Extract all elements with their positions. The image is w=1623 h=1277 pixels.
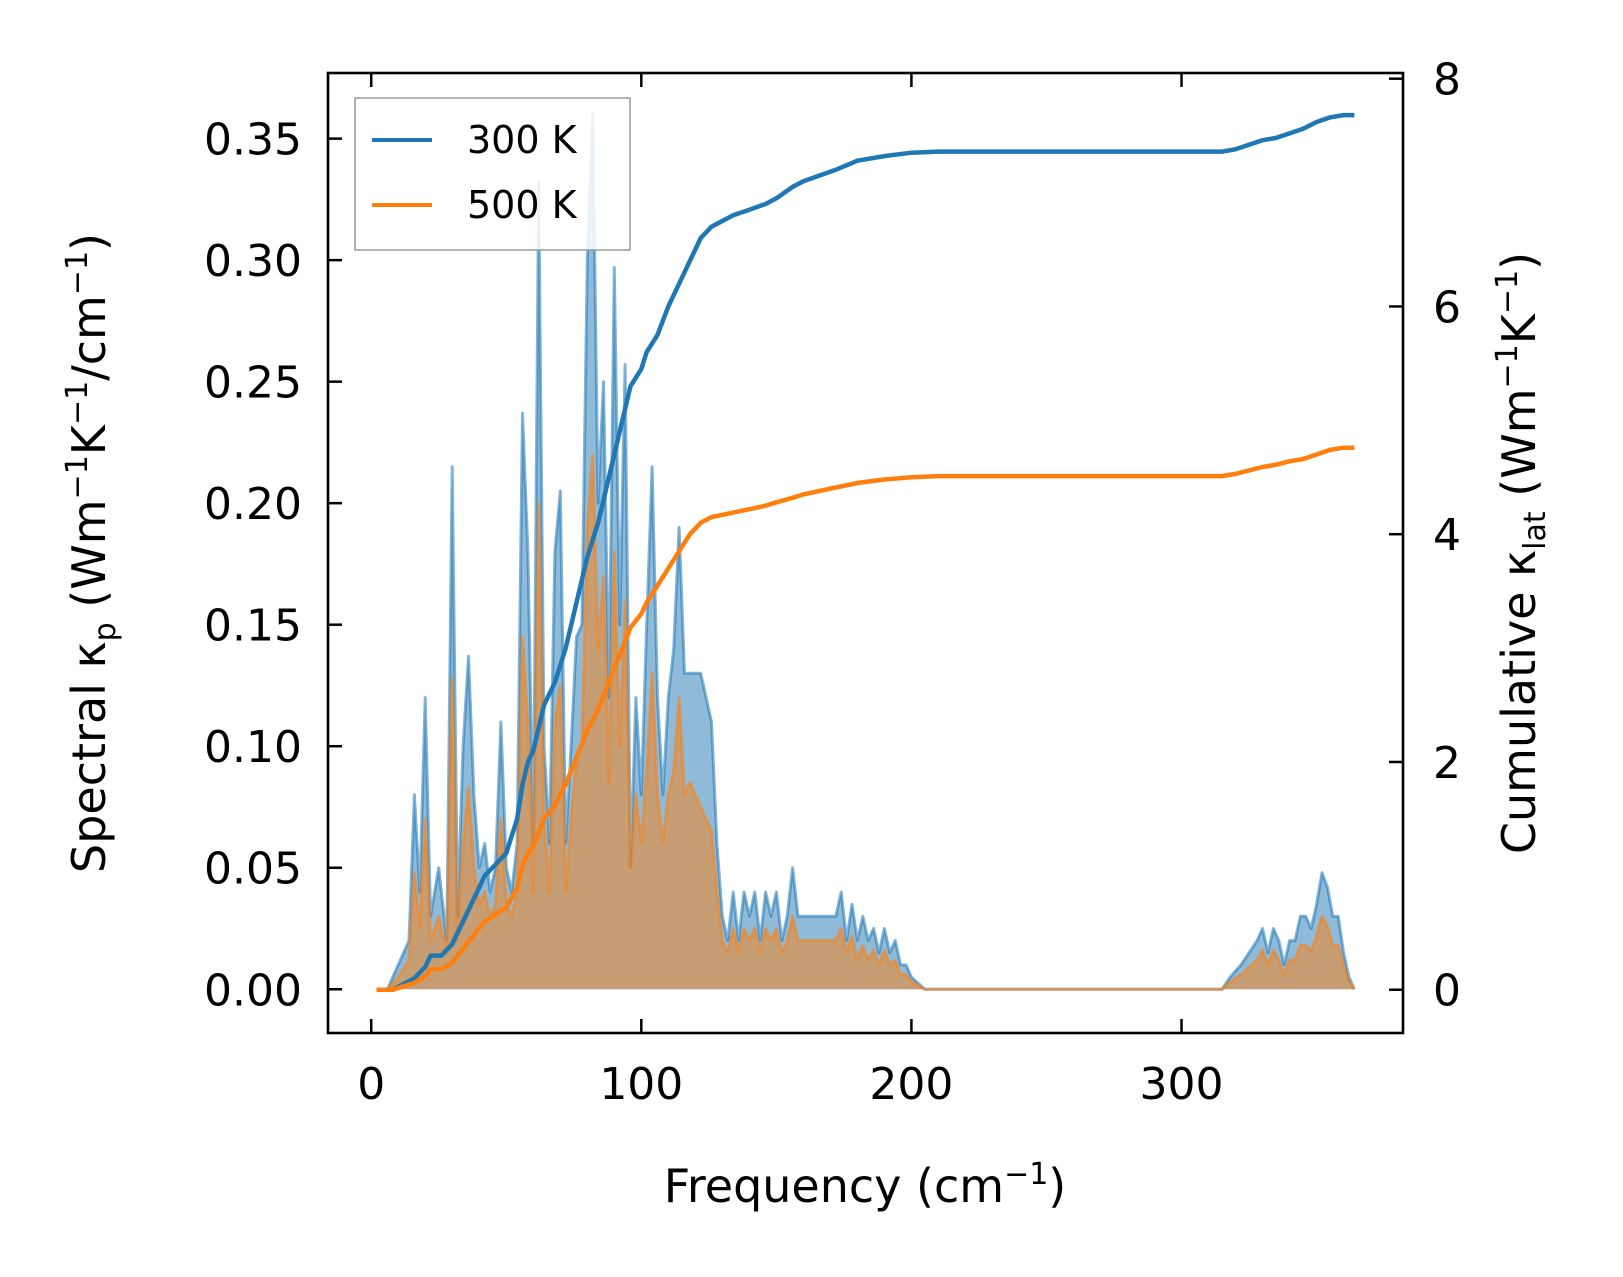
- y-left-tick-label: 0.15: [204, 601, 302, 652]
- x-axis-label: Frequency (cm−1): [664, 1157, 1067, 1213]
- legend: 300 K 500 K: [354, 97, 631, 251]
- y-axis-right-label: Cumulative κlat (Wm−1K−1): [1490, 252, 1553, 854]
- y-left-tick-label: 0.20: [204, 479, 302, 530]
- y-right-tick-label: 4: [1433, 510, 1461, 561]
- y-right-tick-label: 0: [1433, 966, 1461, 1017]
- spectral-line-300k: [376, 112, 1356, 991]
- plot-frame: [326, 71, 1405, 1035]
- cumulative-line-300k: [376, 112, 1355, 992]
- ticks: 0 100 200 300 0.00 0.05 0.10 0.15 0.20 0.25 0.30 0.…: [204, 55, 1461, 1110]
- spectral-fill-500k: [376, 454, 1355, 990]
- x-tick-label: 200: [869, 1059, 953, 1110]
- spectral-line-500k: [376, 453, 1356, 991]
- cumulative-line-500k: [376, 445, 1355, 992]
- y-left-tick-label: 0.35: [204, 115, 302, 166]
- y-left-tick-label: 0.30: [204, 236, 302, 287]
- x-tick-label: 300: [1140, 1059, 1224, 1110]
- x-tick-label: 0: [357, 1059, 385, 1110]
- x-tick-label: 100: [599, 1059, 683, 1110]
- y-left-tick-label: 0.05: [204, 844, 302, 895]
- y-left-tick-label: 0.10: [204, 722, 302, 773]
- legend-box: [354, 97, 631, 251]
- plot-area: [376, 112, 1356, 992]
- legend-label-500k: 500 K: [467, 183, 578, 227]
- y-right-tick-label: 6: [1433, 282, 1461, 333]
- y-left-tick-label: 0.25: [204, 358, 302, 409]
- y-left-tick-label: 0.00: [204, 965, 302, 1016]
- legend-label-300k: 300 K: [467, 118, 578, 162]
- y-right-tick-label: 8: [1433, 55, 1461, 106]
- y-right-tick-label: 2: [1433, 738, 1461, 789]
- y-axis-left-label: Spectral κp (Wm−1K−1/cm−1): [60, 233, 123, 873]
